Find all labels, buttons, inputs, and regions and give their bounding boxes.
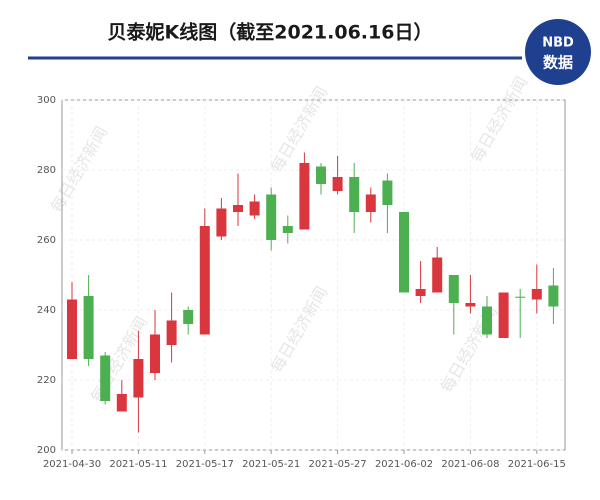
candle-body — [316, 166, 326, 184]
candle-body — [67, 299, 77, 359]
logo-badge — [525, 19, 591, 85]
y-tick-label: 220 — [37, 375, 56, 386]
chart-title: 贝泰妮K线图（截至2021.06.16日） — [108, 21, 433, 44]
x-tick-label: 2021-06-15 — [508, 459, 566, 470]
candle-body — [299, 163, 310, 230]
logo-bottom: 数据 — [543, 54, 573, 72]
plot-frame — [61, 99, 566, 451]
candle-body — [100, 355, 111, 401]
candle-body — [216, 208, 227, 237]
x-tick-label: 2021-04-30 — [43, 459, 101, 470]
candle-body — [448, 275, 459, 303]
x-tick-label: 2021-05-21 — [242, 459, 300, 470]
candle-body — [183, 310, 194, 324]
x-tick-label: 2021-06-02 — [375, 459, 433, 470]
y-tick-label: 200 — [37, 445, 56, 456]
candle-body — [116, 394, 127, 412]
candle-body — [282, 226, 293, 233]
candle-body — [399, 212, 409, 293]
candle-body — [199, 226, 210, 335]
candle-body — [332, 177, 343, 191]
candle-body — [498, 292, 509, 338]
logo-top: NBD — [542, 36, 574, 51]
y-tick-label: 240 — [37, 305, 56, 316]
y-tick-label: 260 — [37, 235, 56, 246]
candle-body — [365, 194, 376, 212]
candle-body — [133, 359, 144, 398]
candle-body — [531, 289, 542, 300]
candle-body — [266, 194, 277, 240]
candle-body — [415, 289, 426, 296]
x-tick-label: 2021-06-08 — [441, 459, 499, 470]
x-tick-label: 2021-05-11 — [109, 459, 167, 470]
candle-body — [249, 201, 260, 216]
x-tick-label: 2021-05-27 — [309, 459, 367, 470]
y-tick-label: 300 — [37, 95, 56, 106]
candle-body — [233, 205, 243, 212]
candle-body — [432, 257, 443, 293]
candle-body — [83, 296, 94, 359]
candle-body — [515, 296, 526, 298]
candle-body — [349, 177, 360, 212]
y-tick-label: 280 — [37, 165, 56, 176]
candle-body — [166, 320, 177, 345]
candle-body — [150, 334, 160, 373]
candle-body — [548, 285, 559, 307]
x-tick-label: 2021-05-17 — [176, 459, 234, 470]
candle-body — [465, 303, 476, 307]
candle-body — [482, 306, 492, 335]
candle-body — [382, 180, 393, 205]
